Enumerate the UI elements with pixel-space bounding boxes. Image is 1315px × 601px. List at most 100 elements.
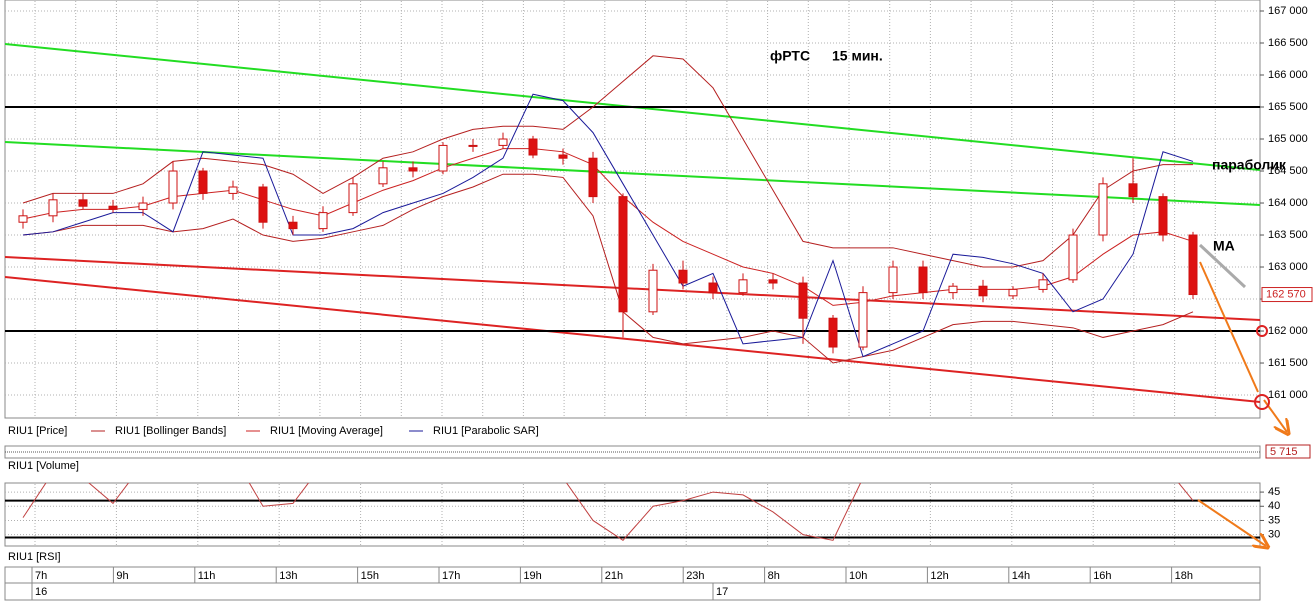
candle-body [1038,279,1048,290]
last-price-label: 162 570 [1266,288,1306,300]
candle-body [1158,196,1168,236]
legend-label: RIU1 [Parabolic SAR] [433,425,539,437]
candle-body [18,215,28,223]
legend-label: RIU1 [Moving Average] [270,425,383,437]
time-label: 21h [605,570,623,582]
plot-layer [5,43,1260,403]
rsi-tick-label: 30 [1268,529,1280,541]
time-label: 11h [198,570,216,582]
trend-line [5,276,1260,403]
level-marker [1254,394,1270,410]
candle-body [438,144,448,172]
annotation: MA [1213,238,1235,254]
candle-body [258,186,268,223]
time-label: 9h [116,570,128,582]
moving-average [22,148,1194,306]
candle-body [588,157,598,198]
rsi-tick-label: 35 [1268,514,1280,526]
y-tick-label: 164 500 [1268,165,1308,177]
time-label: 14h [1012,570,1030,582]
time-label: 13h [279,570,297,582]
candle-body [558,154,568,159]
y-tick-label: 165 500 [1268,101,1308,113]
candle-body [348,183,358,214]
candle-body [1188,234,1198,296]
candle-body [138,202,148,210]
y-tick-label: 165 000 [1268,133,1308,145]
parabolic-sar [22,93,1194,358]
candle-body [528,138,538,156]
candle-body [1128,183,1138,198]
candle-body [828,317,838,348]
candle-body [648,269,658,313]
candle-body [738,279,748,294]
candle-body [468,144,478,147]
legend-label: RIU1 [Bollinger Bands] [115,425,226,437]
price-panel [4,0,1261,419]
rsi-title: RIU1 [RSI] [8,551,61,563]
candle-body [1008,288,1018,297]
legend-label: RIU1 [Price] [8,425,67,437]
trend-line [5,256,1260,322]
last-price-box [1261,287,1313,303]
bollinger-lower [22,173,1194,364]
candle-body [678,269,688,284]
volume-title: RIU1 [Volume] [8,460,79,472]
candle-body [888,266,898,294]
rsi-layer [5,483,1260,541]
candle-body [378,167,388,185]
candle-body [948,285,958,294]
candle-body [1068,234,1078,281]
time-label: 12h [930,570,948,582]
candle-body [78,199,88,207]
rsi-panel [4,482,1261,547]
time-label: 23h [686,570,704,582]
y-tick-label: 161 000 [1268,389,1308,401]
annotation: параболик [1212,157,1287,173]
bollinger-upper [22,55,1193,268]
rsi-line [22,483,1194,541]
time-label: 7h [35,570,47,582]
candle-body [228,186,238,194]
time-label: 16h [1093,570,1111,582]
candle-body [978,285,988,297]
candle-body [618,196,628,313]
rsi-tick-label: 45 [1268,486,1280,498]
y-tick-label: 167 000 [1268,5,1308,17]
date-label: 17 [716,586,728,598]
candle-body [708,282,718,294]
time-label: 15h [361,570,379,582]
candle-body [288,221,298,230]
candle-body [168,170,178,204]
forecast-arrow [1199,261,1259,393]
level-marker [1256,325,1268,337]
y-tick-label: 166 500 [1268,37,1308,49]
volume-value: 5 715 [1270,446,1298,458]
annotation: 15 мин. [832,48,883,64]
date-label: 16 [35,586,47,598]
candle-body [108,205,118,210]
candle-body [1098,183,1108,236]
candle-body [858,292,868,348]
candle-body [198,170,208,194]
y-tick-label: 166 000 [1268,69,1308,81]
y-tick-label: 161 500 [1268,357,1308,369]
time-label: 8h [768,570,780,582]
time-label: 17h [442,570,460,582]
time-label: 10h [849,570,867,582]
rsi-tick-label: 40 [1268,500,1280,512]
ma-projection [1198,243,1247,289]
candle-body [48,199,58,217]
candle-body [798,282,808,319]
y-tick-label: 163 500 [1268,229,1308,241]
time-label: 19h [523,570,541,582]
rsi-arrow [1197,499,1266,546]
y-tick-label: 163 000 [1268,261,1308,273]
candle-body [408,167,418,172]
y-tick-label: 164 000 [1268,197,1308,209]
candle-body [318,212,328,230]
time-label: 18h [1175,570,1193,582]
candle-body [498,138,508,146]
candle-body [768,279,778,284]
